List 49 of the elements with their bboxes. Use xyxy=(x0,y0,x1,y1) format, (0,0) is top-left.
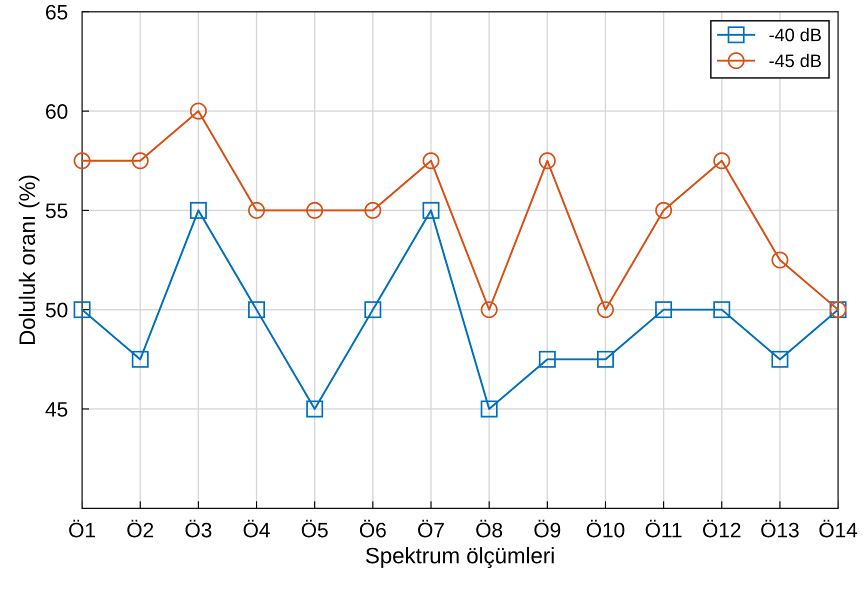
x-tick-label: Ö8 xyxy=(476,520,502,538)
point xyxy=(480,400,498,418)
point xyxy=(132,152,149,170)
point xyxy=(248,202,266,219)
legend-label: -45 dB xyxy=(769,54,821,68)
y-tick-label: 65 xyxy=(46,4,68,20)
point xyxy=(190,102,207,120)
point xyxy=(132,350,149,368)
point xyxy=(771,350,788,368)
point xyxy=(364,301,382,318)
x-tick-label: Ö3 xyxy=(185,520,212,538)
point xyxy=(655,301,672,318)
x-tick-label: Ö14 xyxy=(819,520,858,538)
x-tick-label: Ö13 xyxy=(761,520,799,538)
y-axis-title: Doluluk oranı (%) xyxy=(18,176,40,344)
point xyxy=(248,301,266,318)
y-tick-label: 50 xyxy=(46,302,68,318)
y-tick-label: 60 xyxy=(46,104,68,119)
point xyxy=(655,202,672,219)
point xyxy=(538,350,556,368)
point xyxy=(306,400,324,418)
point xyxy=(364,202,382,219)
x-tick-label: Ö5 xyxy=(302,520,328,538)
x-tick-label: Ö7 xyxy=(418,520,444,538)
x-tick-label: Ö10 xyxy=(586,520,624,538)
point xyxy=(422,152,440,170)
x-tick-label: Ö1 xyxy=(69,520,95,538)
point xyxy=(713,301,730,318)
point xyxy=(306,202,324,219)
legend-label: -40 dB xyxy=(769,28,821,42)
point xyxy=(190,202,207,219)
point xyxy=(74,152,91,170)
x-tick-label: Ö4 xyxy=(244,520,270,538)
y-tick-label: 55 xyxy=(46,204,68,218)
point xyxy=(596,301,614,318)
point xyxy=(713,152,730,170)
x-tick-label: Ö11 xyxy=(646,520,682,538)
x-axis-title: Spektrum ölçümleri xyxy=(366,547,554,568)
point xyxy=(596,350,614,368)
point xyxy=(422,202,440,219)
x-tick-label: Ö2 xyxy=(127,520,154,538)
y-tick-label: 45 xyxy=(46,402,68,417)
point xyxy=(538,152,556,170)
point xyxy=(480,301,498,318)
x-tick-label: Ö12 xyxy=(703,520,740,538)
x-tick-label: Ö6 xyxy=(360,520,386,538)
x-tick-label: Ö9 xyxy=(534,520,560,538)
point xyxy=(74,301,91,318)
point xyxy=(771,252,788,269)
